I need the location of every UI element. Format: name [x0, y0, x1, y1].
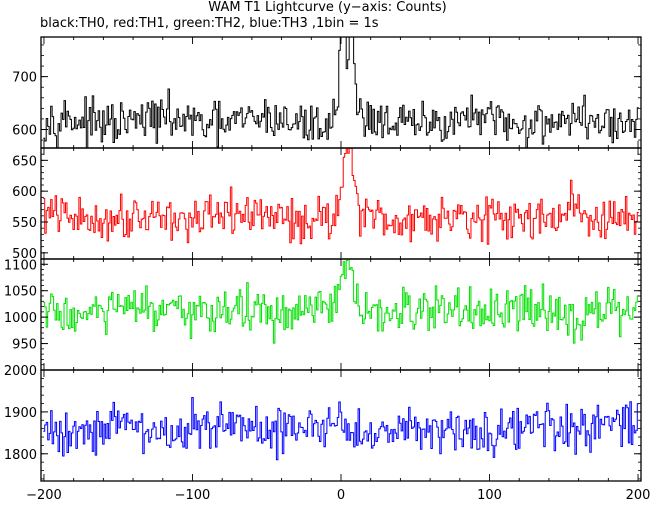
x-tick-label: 0	[337, 488, 345, 503]
chart-title: WAM T1 Lightcurve (y−axis: Counts)	[208, 0, 447, 15]
y-tick-label-th1: 550	[12, 216, 37, 231]
x-tick-label: 200	[626, 488, 651, 503]
y-tick-label-th2: 950	[12, 338, 37, 353]
series-line-th1	[43, 147, 639, 245]
x-tick-label: −100	[175, 488, 211, 503]
y-tick-label-th1: 650	[12, 154, 37, 169]
series-line-th3	[43, 396, 639, 461]
y-tick-label-th1: 600	[12, 185, 37, 200]
y-tick-label-th1: 500	[12, 247, 37, 262]
chart-subtitle: black:TH0, red:TH1, green:TH2, blue:TH3 …	[40, 16, 379, 31]
y-tick-label-th3: 2000	[4, 364, 37, 379]
series-line-th2	[43, 258, 639, 344]
y-tick-label-th2: 1050	[4, 285, 37, 300]
y-tick-label-th3: 1800	[4, 448, 37, 463]
x-tick-label: −200	[26, 488, 62, 503]
x-tick-label: 100	[477, 488, 502, 503]
y-tick-label-th2: 1100	[4, 258, 37, 273]
panel-frame-th1	[40, 147, 642, 260]
y-tick-label-th2: 1000	[4, 311, 37, 326]
series-line-th0	[43, 36, 639, 149]
y-tick-label-th0: 700	[12, 71, 37, 86]
y-tick-label-th3: 1900	[4, 406, 37, 421]
y-tick-label-th0: 600	[12, 124, 37, 139]
